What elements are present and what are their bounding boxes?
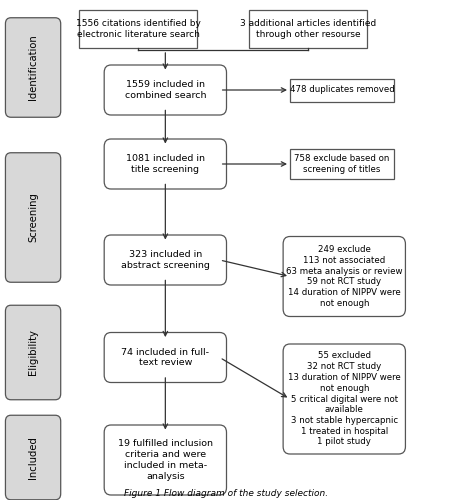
Text: 758 exclude based on
screening of titles: 758 exclude based on screening of titles	[294, 154, 390, 174]
Text: 1081 included in
title screening: 1081 included in title screening	[126, 154, 205, 174]
Text: Eligibility: Eligibility	[28, 330, 38, 376]
Text: Screening: Screening	[28, 192, 38, 242]
Text: 1556 citations identified by
electronic literature search: 1556 citations identified by electronic …	[76, 19, 201, 39]
FancyBboxPatch shape	[290, 78, 394, 102]
Text: 323 included in
abstract screening: 323 included in abstract screening	[121, 250, 210, 270]
Text: Included: Included	[28, 436, 38, 479]
FancyBboxPatch shape	[5, 153, 61, 282]
Text: Figure 1 Flow diagram of the study selection.: Figure 1 Flow diagram of the study selec…	[125, 490, 328, 498]
Text: 19 fulfilled inclusion
criteria and were
included in meta-
analysis: 19 fulfilled inclusion criteria and were…	[118, 440, 213, 480]
Text: 249 exclude
113 not associated
63 meta analysis or review
59 not RCT study
14 du: 249 exclude 113 not associated 63 meta a…	[286, 245, 403, 308]
FancyBboxPatch shape	[104, 65, 226, 115]
FancyBboxPatch shape	[79, 10, 197, 48]
FancyBboxPatch shape	[104, 425, 226, 495]
FancyBboxPatch shape	[104, 332, 226, 382]
Text: 478 duplicates removed: 478 duplicates removed	[289, 86, 395, 94]
FancyBboxPatch shape	[5, 305, 61, 400]
FancyBboxPatch shape	[283, 344, 405, 454]
FancyBboxPatch shape	[290, 150, 394, 178]
FancyBboxPatch shape	[104, 235, 226, 285]
FancyBboxPatch shape	[283, 236, 405, 316]
Text: 74 included in full-
text review: 74 included in full- text review	[121, 348, 209, 368]
FancyBboxPatch shape	[249, 10, 367, 48]
Text: Identification: Identification	[28, 34, 38, 100]
FancyBboxPatch shape	[5, 415, 61, 500]
Text: 55 excluded
32 not RCT study
13 duration of NIPPV were
not enough
5 critical dig: 55 excluded 32 not RCT study 13 duration…	[288, 352, 400, 446]
Text: 3 additional articles identified
through other resourse: 3 additional articles identified through…	[240, 19, 376, 39]
FancyBboxPatch shape	[5, 18, 61, 117]
FancyBboxPatch shape	[104, 139, 226, 189]
Text: 1559 included in
combined search: 1559 included in combined search	[125, 80, 206, 100]
